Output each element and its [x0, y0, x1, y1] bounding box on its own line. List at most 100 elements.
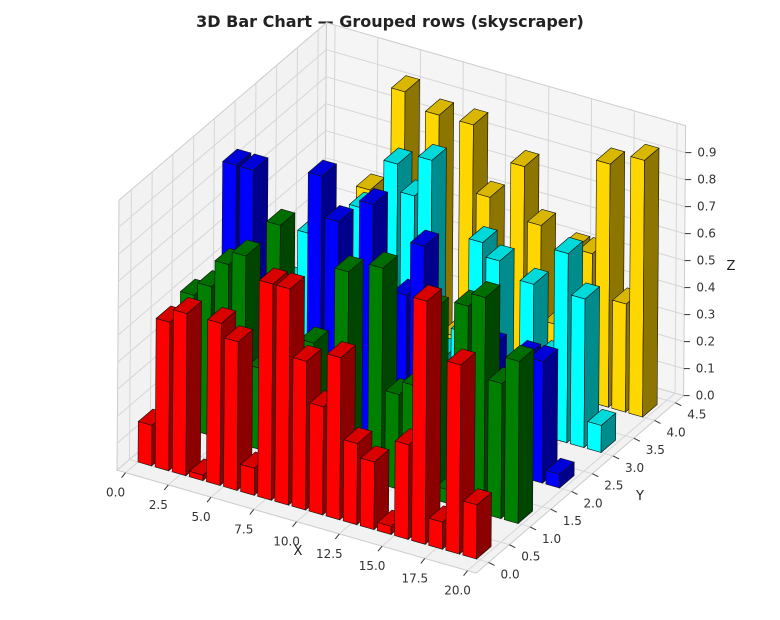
y-tick-mark: [633, 437, 641, 442]
y-tick-mark: [612, 455, 620, 460]
bar-side-face: [559, 461, 575, 489]
x-tick-label: 20.0: [444, 584, 471, 598]
bar-front-face: [359, 457, 375, 531]
bar-front-face: [411, 297, 428, 545]
x-tick-label: 12.5: [316, 547, 343, 561]
y-tick-label: 3.0: [625, 461, 644, 475]
bar-front-face: [137, 421, 153, 467]
x-tick-label: 5.0: [192, 510, 211, 524]
y-axis-label: Y: [635, 489, 644, 504]
grid-line-z: [325, 130, 685, 235]
y-tick-mark: [654, 420, 661, 424]
bar-front-face: [445, 360, 462, 555]
grid-line-z: [118, 49, 327, 228]
x-tick-label: 7.5: [234, 522, 253, 536]
bars: [137, 75, 660, 560]
bar-front-face: [569, 294, 586, 449]
bar-front-face: [504, 357, 520, 524]
bar-front-face: [308, 402, 324, 516]
y-tick-label: 1.5: [563, 514, 582, 528]
y-tick-label: 4.5: [687, 408, 706, 422]
bar-front-face: [325, 353, 342, 521]
z-tick-label: 0.1: [696, 362, 715, 376]
z-tick-label: 0.6: [697, 227, 716, 241]
grid-line-z: [326, 49, 686, 154]
y-tick-mark: [488, 562, 495, 566]
y-tick-mark: [675, 402, 682, 407]
bar-side-face: [476, 491, 492, 560]
grid-line-z: [118, 103, 327, 282]
bar-front-face: [628, 156, 645, 418]
z-tick-label: 0.7: [697, 200, 716, 214]
y-tick-mark: [529, 526, 537, 531]
x-tick-mark: [206, 496, 212, 503]
bar-side-face: [185, 300, 202, 477]
bar: [171, 297, 203, 477]
z-tick-label: 0.2: [696, 335, 715, 349]
bar-front-face: [240, 464, 255, 496]
bar: [545, 457, 575, 489]
x-tick-mark: [334, 533, 340, 540]
grid-line-z: [117, 130, 327, 309]
z-tick-label: 0.8: [697, 173, 716, 187]
z-tick-label: 0.9: [697, 146, 716, 160]
y-tick-label: 3.5: [646, 443, 665, 457]
y-tick-mark: [550, 508, 558, 513]
bar-front-face: [171, 309, 188, 477]
z-tick-label: 0.5: [697, 254, 716, 268]
y-tick-label: 0.5: [521, 550, 540, 564]
x-tick-mark: [463, 570, 468, 576]
bar-side-face: [424, 288, 442, 545]
x-tick-mark: [121, 472, 126, 478]
x-tick-mark: [377, 545, 383, 552]
x-tick-mark: [292, 521, 297, 527]
bar-front-face: [223, 337, 239, 491]
z-tick-label: 0.0: [696, 389, 715, 403]
x-tick-label: 0.0: [106, 486, 125, 500]
y-tick-label: 0.0: [501, 567, 520, 581]
bar: [359, 445, 390, 531]
grid-line-z: [118, 76, 327, 255]
bar: [628, 143, 660, 418]
bar-front-face: [206, 319, 222, 486]
z-axis-label: Z: [727, 259, 736, 274]
z-tick-label: 0.4: [696, 281, 715, 295]
bar-front-face: [462, 500, 478, 560]
chart-title: 3D Bar Chart — Grouped rows (skyscraper): [196, 12, 584, 31]
bar: [411, 284, 443, 545]
bar: [462, 488, 493, 560]
x-tick-mark: [249, 509, 255, 515]
x-tick-label: 10.0: [273, 535, 300, 549]
x-tick-label: 2.5: [149, 498, 168, 512]
bar-front-face: [587, 421, 602, 453]
bar-front-face: [394, 440, 410, 540]
bar-front-face: [154, 318, 171, 472]
y-tick-mark: [571, 491, 578, 495]
grid-line-z: [117, 157, 326, 336]
y-tick-mark: [592, 473, 599, 478]
y-tick-label: 2.5: [604, 479, 623, 493]
bar-front-face: [274, 284, 291, 506]
bar-front-face: [342, 439, 358, 526]
grid-line-x: [467, 392, 676, 572]
y-tick-label: 2.0: [584, 496, 603, 510]
bar-front-face: [257, 279, 274, 501]
bar-side-face: [600, 412, 617, 454]
z-tick-label: 0.3: [696, 308, 715, 322]
bar-front-face: [428, 517, 443, 550]
bar-side-face: [517, 348, 535, 525]
x-tick-label: 17.5: [401, 571, 428, 585]
x-tick-mark: [163, 484, 169, 491]
bar-front-face: [611, 299, 627, 413]
y-tick-label: 4.0: [667, 425, 686, 439]
x-tick-label: 15.0: [359, 559, 386, 573]
y-tick-label: 1.0: [542, 532, 561, 546]
bar: [223, 325, 254, 492]
bar-front-face: [291, 357, 307, 511]
x-axis-label: X: [294, 544, 303, 559]
grid-line-z: [325, 76, 686, 181]
grid-line-z: [325, 103, 686, 208]
x-tick-mark: [420, 558, 426, 564]
bar: [586, 408, 617, 454]
